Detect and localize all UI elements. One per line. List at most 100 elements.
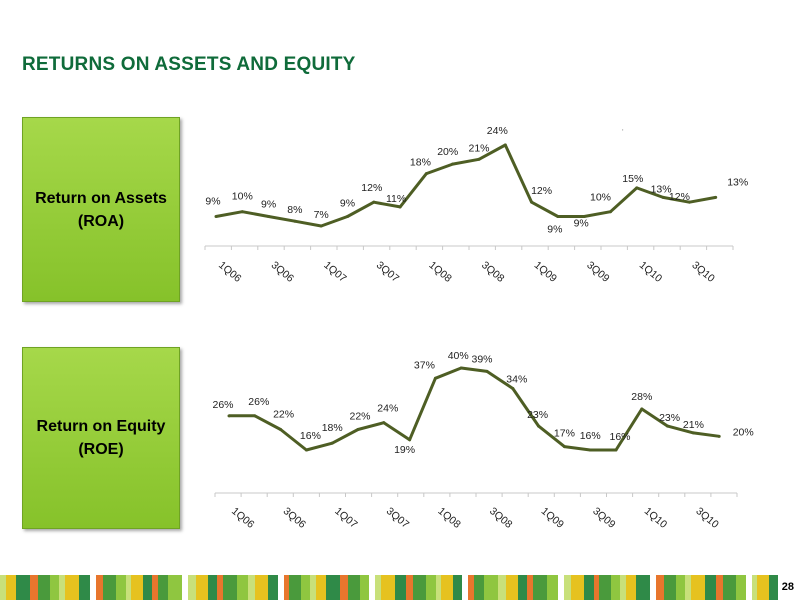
footer-stripe — [406, 575, 413, 600]
data-label: 9% — [340, 197, 355, 209]
footer-stripe — [564, 575, 571, 600]
footer-stripe — [395, 575, 406, 600]
roe-label-box: Return on Equity (ROE) — [22, 347, 180, 529]
footer-stripe — [594, 575, 599, 600]
data-point — [267, 214, 271, 218]
data-point — [511, 387, 515, 390]
footer-stripe — [626, 575, 636, 600]
data-label: 9% — [547, 223, 562, 235]
data-point — [661, 195, 665, 199]
footer-stripe — [656, 575, 664, 600]
footer-stripe — [691, 575, 705, 600]
footer-stripe — [484, 575, 498, 600]
data-label: 12% — [361, 182, 382, 194]
footer-stripe — [547, 575, 558, 600]
data-label: 24% — [487, 125, 508, 137]
data-point — [537, 424, 541, 428]
footer-stripe — [196, 575, 208, 600]
data-point — [253, 414, 257, 418]
data-label: 26% — [212, 399, 233, 411]
footer-stripe — [716, 575, 723, 600]
footer-stripe — [705, 575, 716, 600]
footer-stripe — [131, 575, 143, 600]
data-label: 8% — [287, 204, 302, 216]
x-tick-label: 1Q10 — [637, 259, 665, 285]
data-point — [582, 214, 586, 218]
data-point — [451, 162, 455, 166]
footer-stripe — [436, 575, 441, 600]
data-label: 13% — [651, 183, 672, 195]
data-label: 19% — [394, 444, 415, 456]
data-point — [530, 200, 534, 204]
x-tick-label: 1Q06 — [216, 259, 244, 285]
data-point — [609, 210, 612, 214]
footer-stripe — [289, 575, 301, 600]
footer-stripe — [685, 575, 691, 600]
roa-label-box: Return on Assets (ROA) — [22, 117, 180, 302]
footer-stripe — [468, 575, 474, 600]
data-label: 20% — [733, 426, 754, 438]
footer-stripe — [6, 575, 16, 600]
footer-stripe — [284, 575, 289, 600]
data-label: 18% — [410, 157, 431, 169]
data-label: 24% — [377, 403, 398, 415]
x-tick-label: 3Q08 — [479, 259, 507, 285]
data-label: 17% — [554, 428, 575, 440]
data-point — [382, 421, 386, 425]
data-point — [319, 224, 323, 228]
data-label: 18% — [322, 422, 343, 434]
footer-stripe — [268, 575, 278, 600]
footer-stripe — [96, 575, 103, 600]
data-label: 21% — [468, 142, 489, 154]
data-point — [424, 172, 428, 176]
footer-stripe — [188, 575, 196, 600]
data-label: 34% — [506, 374, 527, 386]
x-tick-label: 1Q09 — [532, 259, 560, 285]
data-point — [562, 445, 566, 449]
footer-pattern — [0, 575, 778, 600]
footer-stripe — [168, 575, 182, 600]
data-label: 12% — [669, 191, 690, 203]
x-tick-label: 1Q10 — [642, 505, 670, 531]
data-point — [398, 205, 402, 209]
data-label: 9% — [261, 198, 276, 210]
x-tick-label: 1Q08 — [426, 259, 454, 285]
data-label: 16% — [580, 430, 601, 442]
data-point — [691, 431, 695, 435]
footer-stripe — [757, 575, 769, 600]
page-title: RETURNS ON ASSETS AND EQUITY — [22, 54, 356, 75]
data-label: 10% — [590, 192, 611, 204]
x-tick-label: 1Q09 — [539, 505, 567, 531]
data-point — [346, 214, 349, 218]
footer-stripe — [584, 575, 594, 600]
data-point — [356, 428, 360, 431]
footer-stripe — [223, 575, 237, 600]
data-point — [635, 186, 639, 190]
footer-stripe — [769, 575, 778, 600]
x-tick-label: 3Q09 — [590, 505, 618, 531]
data-point — [614, 448, 618, 452]
x-tick-label: 3Q10 — [693, 505, 721, 531]
data-point — [279, 428, 283, 431]
footer-stripe — [571, 575, 584, 600]
series-line — [215, 143, 716, 228]
footer-stripe — [38, 575, 50, 600]
roe-label: Return on Equity (ROE) — [36, 418, 166, 458]
footer-stripe — [50, 575, 59, 600]
data-point — [485, 369, 489, 373]
data-label: 9% — [574, 217, 589, 229]
footer-stripe — [116, 575, 126, 600]
data-point — [214, 214, 218, 218]
footer-stripe — [158, 575, 168, 600]
x-tick-label: 1Q07 — [332, 505, 360, 531]
data-label: 28% — [631, 391, 652, 403]
footer-stripe — [237, 575, 248, 600]
x-tick-label: 3Q07 — [374, 259, 402, 285]
data-label: 10% — [232, 191, 253, 203]
data-label: 15% — [622, 173, 643, 185]
footer-stripe — [474, 575, 484, 600]
footer-stripe — [348, 575, 360, 600]
x-tick-label: 3Q09 — [584, 259, 612, 285]
x-tick-label: 1Q06 — [229, 505, 257, 531]
data-label: 23% — [527, 409, 548, 421]
